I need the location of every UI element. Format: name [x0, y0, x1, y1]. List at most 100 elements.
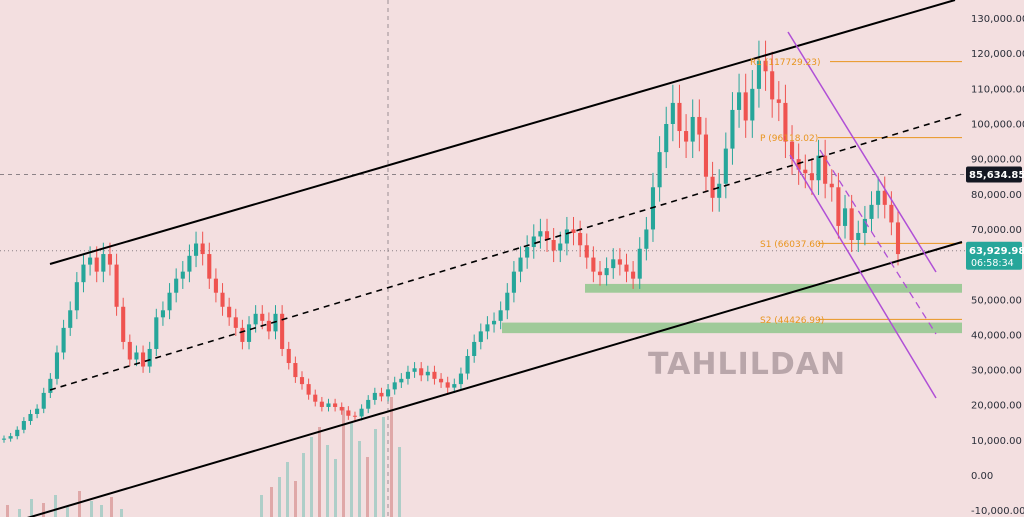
y-axis-tick-label: 130,000.00 — [971, 14, 1024, 25]
candle-body — [346, 410, 351, 416]
candle-body — [776, 99, 781, 103]
y-axis-tick-label: -10,000.00 — [971, 506, 1024, 517]
pivot-level-label: P (96118.02) — [760, 134, 818, 144]
volume-bar — [342, 407, 345, 517]
candle-body — [121, 306, 126, 342]
candle-body — [141, 352, 146, 367]
candle-body — [578, 232, 583, 246]
candle-body — [127, 341, 132, 360]
y-axis-tick-label: 50,000.00 — [971, 295, 1022, 306]
desc-channel-upper — [787, 31, 937, 273]
volume-bar — [120, 509, 123, 517]
candle-body — [498, 310, 503, 321]
candle-body — [299, 377, 305, 385]
candle-body — [193, 243, 199, 256]
volume-bar — [110, 497, 113, 517]
volume-bar — [358, 441, 361, 517]
candle-body — [750, 88, 755, 121]
candle-body — [286, 348, 291, 364]
candle-body — [432, 371, 437, 379]
candle-body — [511, 271, 516, 293]
candle-body — [445, 382, 450, 388]
volume-bar — [270, 487, 273, 517]
y-axis-tick-label: 120,000.00 — [971, 49, 1024, 60]
volume-bar — [294, 481, 297, 517]
y-axis-tick-label: 40,000.00 — [971, 330, 1022, 341]
candle-body — [452, 384, 457, 388]
candle-body — [836, 187, 841, 226]
candle-body — [564, 229, 569, 244]
volume-bar — [302, 453, 305, 517]
candle-body — [657, 152, 662, 188]
y-axis-tick-label: 0.00 — [971, 471, 993, 482]
volume-bar — [18, 509, 21, 517]
candle-body — [213, 278, 218, 293]
pivot-level-label: S1 (66037.60) — [760, 240, 824, 250]
candle-body — [703, 134, 709, 177]
candle-body — [425, 371, 430, 376]
candle-body — [319, 401, 324, 407]
candle-body — [240, 327, 245, 342]
candle-body — [538, 231, 543, 237]
candle-body — [809, 173, 814, 181]
candle-body — [876, 190, 881, 205]
candle-body — [81, 264, 86, 283]
candle-body — [478, 331, 483, 342]
candle-body — [61, 327, 66, 353]
candle-body — [439, 378, 444, 383]
volume-bar — [310, 437, 313, 517]
volume-bar — [398, 447, 401, 517]
y-axis-tick-label: 10,000.00 — [971, 436, 1022, 447]
volume-bar — [286, 462, 289, 517]
candle-body — [134, 352, 139, 360]
candle-body — [1, 438, 7, 440]
candle-body — [227, 306, 232, 318]
candle-body — [412, 368, 417, 372]
y-axis-tick-label: 80,000.00 — [971, 190, 1022, 201]
desc-channel-mid — [819, 149, 937, 335]
candle-body — [35, 408, 40, 414]
channel-mid-line — [49, 113, 963, 391]
candle-body — [505, 292, 510, 311]
candle-body — [895, 222, 901, 255]
candle-body — [180, 271, 185, 279]
candle-body — [737, 92, 742, 110]
volume-bar — [318, 427, 321, 517]
volume-bar — [42, 503, 45, 517]
candle-body — [882, 190, 887, 205]
candle-body — [743, 92, 748, 121]
pivot-level-label: S2 (44426.99) — [760, 316, 824, 326]
y-axis-tick-label: 110,000.00 — [971, 84, 1024, 95]
candle-body — [114, 264, 119, 307]
candle-body — [366, 399, 371, 409]
candle-body — [293, 363, 298, 378]
candle-body — [28, 413, 33, 422]
candle-body — [207, 254, 212, 279]
candle-body — [591, 257, 596, 272]
candle-body — [770, 71, 775, 100]
candle-body — [48, 378, 53, 393]
candle-body — [631, 271, 636, 279]
y-axis-tick-label: 30,000.00 — [971, 366, 1022, 377]
candle-body — [273, 313, 278, 332]
candle-body — [154, 317, 159, 349]
candle-body — [147, 348, 152, 367]
candle-body — [604, 268, 609, 276]
candle-body — [584, 245, 589, 258]
candle-body — [392, 382, 397, 390]
candle-body — [597, 271, 603, 276]
candle-body — [266, 320, 271, 332]
support-zone — [502, 322, 962, 334]
candle-body — [869, 204, 874, 219]
candle-body — [644, 229, 649, 249]
candle-body — [823, 155, 828, 184]
candle-body — [862, 218, 867, 233]
candle-body — [544, 231, 550, 240]
candle-body — [41, 392, 46, 409]
candle-body — [723, 148, 728, 184]
candle-body — [717, 183, 722, 198]
candle-body — [405, 371, 411, 379]
candle-body — [94, 257, 99, 272]
